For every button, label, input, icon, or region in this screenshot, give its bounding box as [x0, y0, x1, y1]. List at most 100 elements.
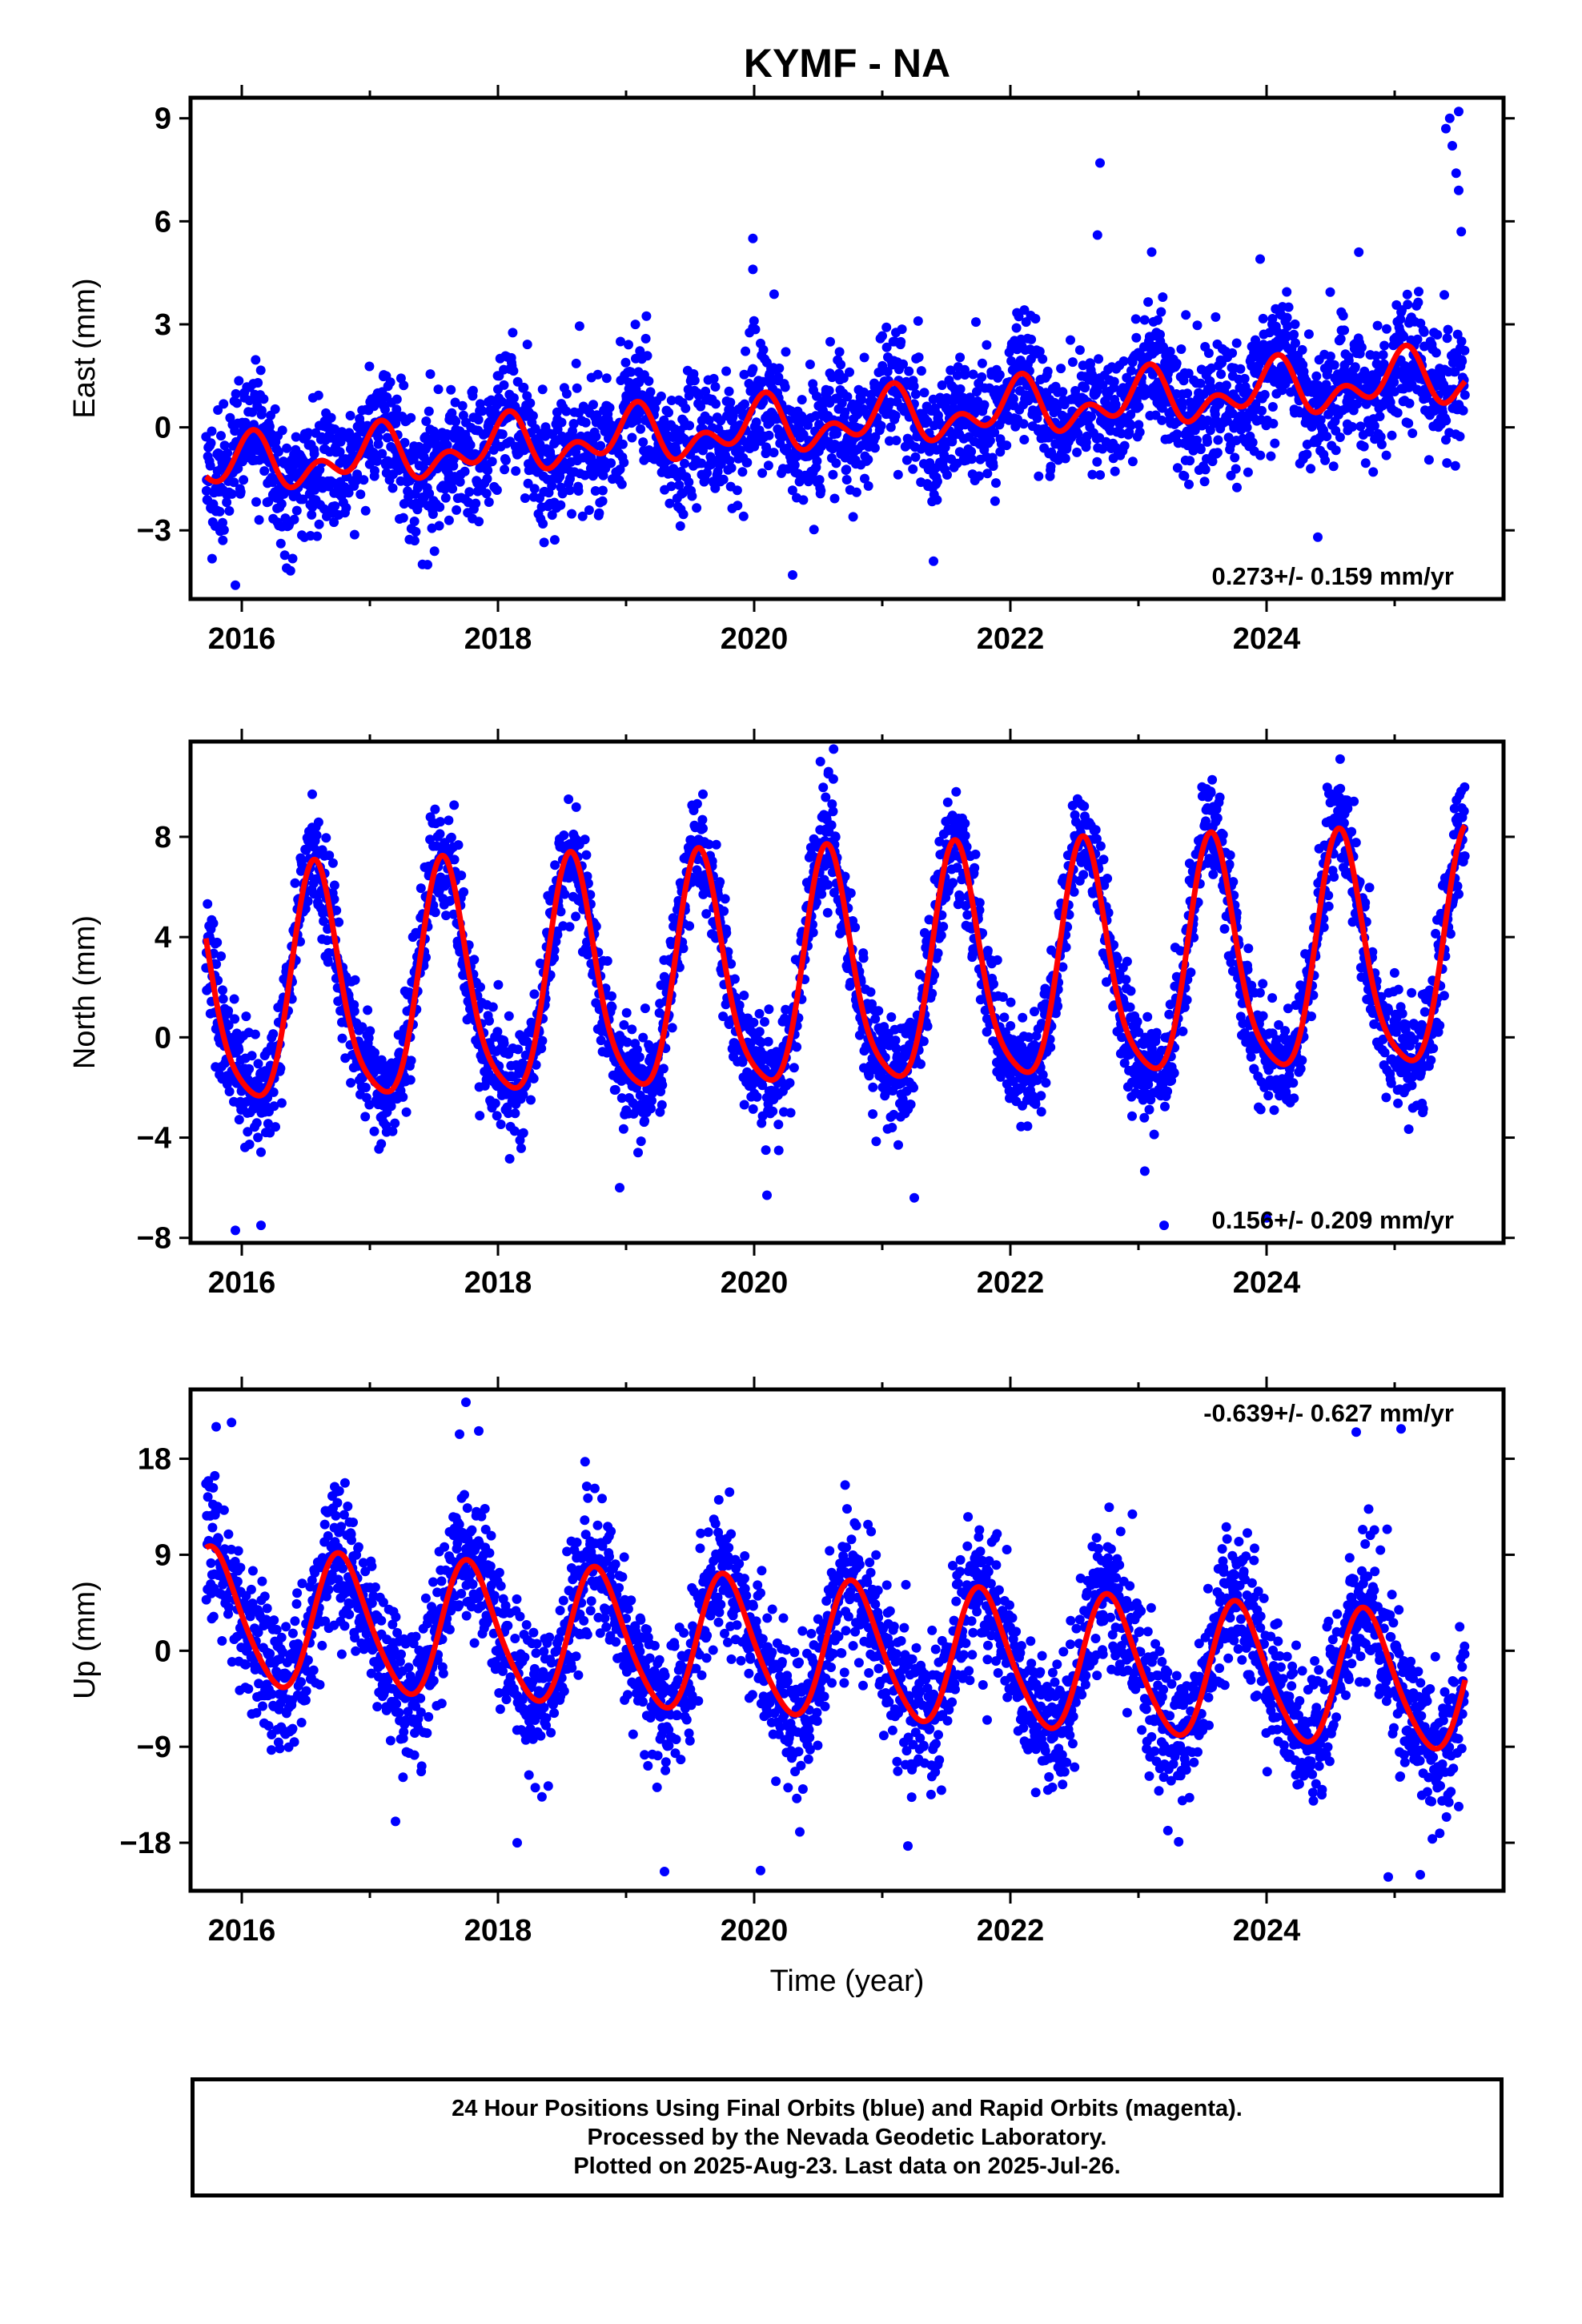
data-point — [1455, 432, 1465, 441]
data-point — [942, 470, 952, 480]
data-point — [224, 506, 235, 516]
data-point — [500, 455, 511, 465]
data-point — [547, 510, 557, 521]
data-point — [990, 496, 1000, 506]
data-point — [719, 906, 729, 916]
data-point — [1258, 313, 1268, 324]
data-point — [982, 340, 992, 350]
data-point — [1375, 432, 1386, 442]
data-point — [357, 1022, 367, 1032]
data-point — [697, 814, 708, 825]
data-point — [1432, 330, 1443, 340]
data-point — [868, 1109, 878, 1120]
data-point — [729, 974, 740, 984]
data-point — [865, 987, 876, 997]
data-point — [1212, 448, 1223, 458]
data-point — [897, 324, 907, 335]
data-point — [287, 553, 298, 564]
data-point — [227, 489, 237, 499]
data-point — [444, 815, 454, 826]
data-point — [692, 503, 702, 513]
data-point — [583, 879, 593, 889]
data-point — [516, 1143, 526, 1153]
data-point — [850, 923, 861, 932]
data-point — [441, 911, 452, 921]
data-point — [233, 464, 243, 473]
data-point — [234, 1115, 244, 1125]
data-point — [508, 366, 519, 376]
data-point — [247, 1051, 257, 1061]
data-point — [1431, 348, 1441, 358]
data-point — [666, 939, 677, 950]
data-point — [369, 1126, 379, 1136]
data-point — [647, 1096, 656, 1106]
data-point — [313, 390, 323, 400]
data-point — [939, 450, 950, 460]
data-point — [259, 394, 269, 404]
data-point — [365, 1026, 375, 1036]
data-point — [664, 408, 673, 418]
data-point — [329, 880, 339, 891]
data-point — [1130, 314, 1141, 324]
data-point — [685, 921, 695, 931]
data-point — [1419, 327, 1429, 337]
data-point — [1157, 403, 1167, 413]
data-point — [821, 792, 831, 802]
data-point — [1369, 420, 1379, 431]
data-point — [451, 416, 461, 427]
data-point — [385, 377, 396, 388]
data-point — [1302, 449, 1312, 460]
data-point — [857, 395, 867, 405]
data-point — [689, 376, 700, 386]
data-point — [520, 493, 530, 503]
data-point — [398, 1092, 408, 1102]
data-point — [749, 1017, 759, 1027]
data-point — [508, 328, 518, 338]
data-point — [201, 485, 211, 496]
data-point — [596, 1035, 606, 1046]
data-point — [725, 397, 736, 408]
data-point — [1183, 368, 1194, 379]
data-point — [321, 833, 331, 843]
data-point — [674, 480, 685, 490]
data-point — [718, 1011, 729, 1022]
data-point — [561, 406, 572, 416]
data-point — [282, 563, 291, 573]
observation-points — [201, 107, 1470, 590]
data-point — [840, 407, 850, 417]
data-point — [763, 1036, 773, 1047]
data-point — [213, 405, 223, 415]
data-point — [1267, 402, 1278, 412]
data-point — [244, 1140, 255, 1149]
data-point — [355, 489, 366, 500]
data-point — [464, 487, 475, 497]
data-point — [1242, 422, 1252, 432]
data-point — [1014, 312, 1024, 322]
data-point — [916, 366, 926, 376]
data-point — [483, 465, 493, 476]
data-point — [735, 445, 745, 456]
data-point — [946, 365, 956, 376]
data-point — [448, 484, 458, 494]
data-point — [1368, 467, 1379, 477]
data-point — [1339, 325, 1350, 336]
data-point — [1331, 445, 1341, 456]
data-point — [561, 388, 572, 399]
data-point — [870, 1014, 881, 1024]
data-point — [398, 513, 408, 523]
data-point — [268, 1087, 279, 1097]
x-axis-title: Time (year) — [770, 1964, 925, 1998]
data-point — [219, 399, 229, 409]
data-point — [1450, 460, 1460, 471]
data-point — [1404, 398, 1415, 408]
data-point — [1389, 377, 1399, 388]
data-point — [644, 376, 654, 386]
data-point — [1179, 471, 1190, 481]
data-point — [360, 1083, 371, 1092]
data-point — [1038, 354, 1048, 364]
data-point — [1126, 365, 1136, 376]
data-point — [1414, 287, 1423, 297]
data-point — [927, 988, 938, 999]
data-point — [640, 1003, 650, 1014]
data-point — [619, 1019, 629, 1030]
